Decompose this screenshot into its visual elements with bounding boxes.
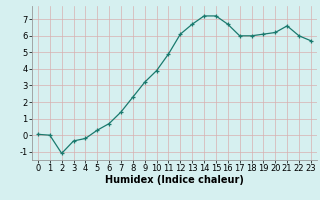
X-axis label: Humidex (Indice chaleur): Humidex (Indice chaleur): [105, 175, 244, 185]
